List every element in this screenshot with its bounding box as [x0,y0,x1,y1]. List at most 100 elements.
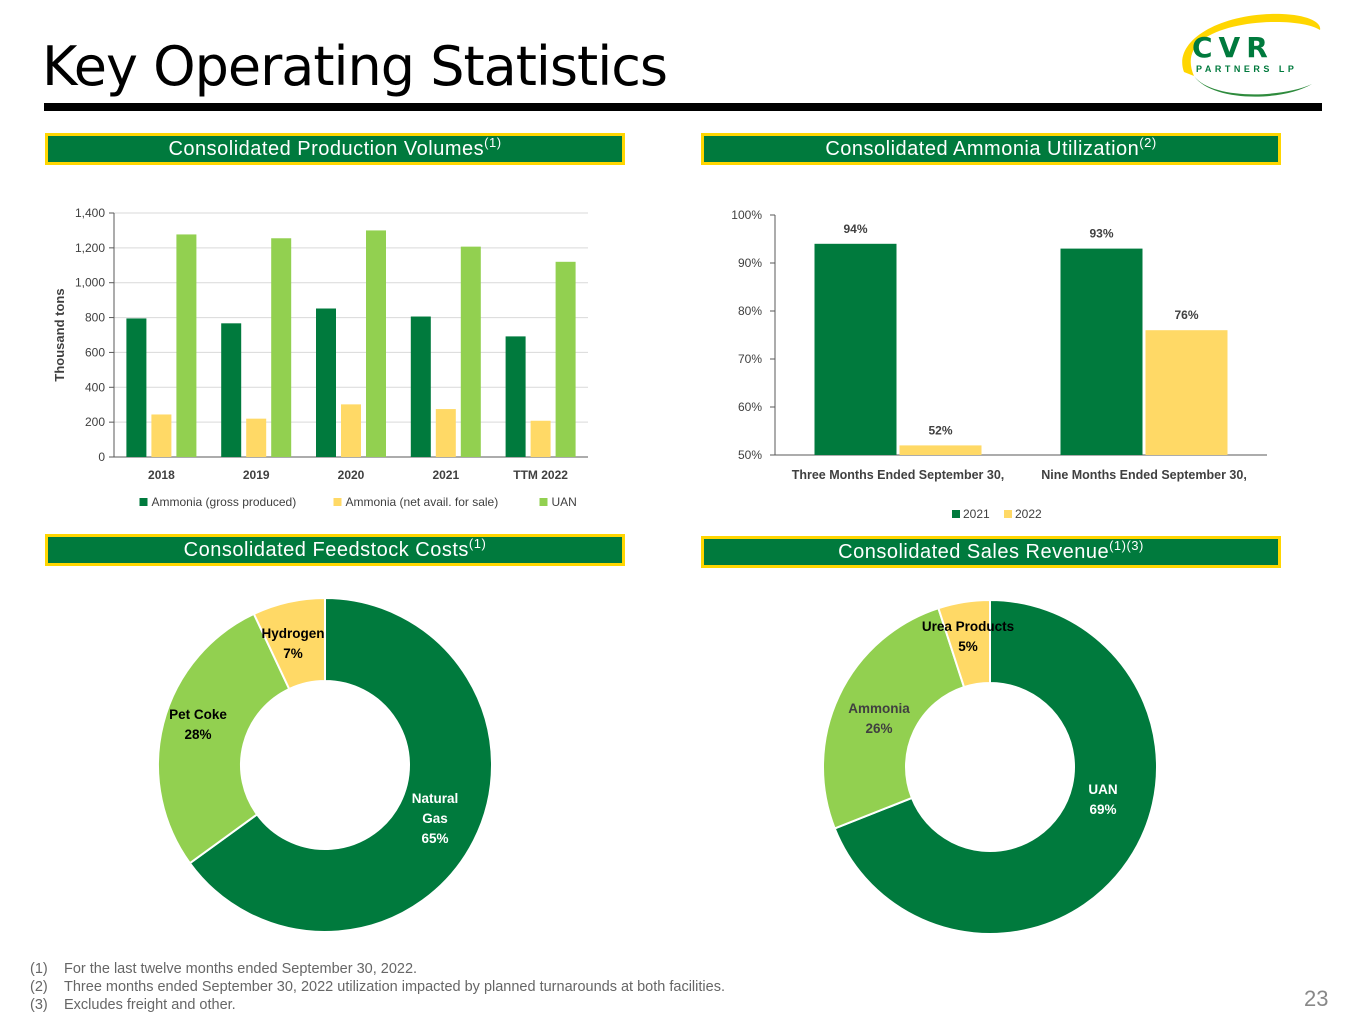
legend-swatch [139,498,148,506]
slice-label: Natural [412,791,459,806]
bar [505,336,526,457]
logo-name: CVR [1192,31,1274,64]
x-tick-label: 2021 [432,468,459,482]
slice-label: Pet Coke [169,707,227,722]
x-tick-label: TTM 2022 [513,468,568,482]
y-tick-label: 100% [731,208,762,222]
donut-slice [188,596,493,933]
utilization-panel-header: Consolidated Ammonia Utilization(2) [701,133,1281,165]
legend-label: 2022 [1015,507,1042,521]
y-tick-label: 1,200 [75,241,105,255]
footnote: (2) Three months ended September 30, 2022… [30,979,725,995]
x-tick-label: Three Months Ended September 30, [792,468,1005,482]
slice-label: Gas [422,811,448,826]
utilization-title: Consolidated Ammonia Utilization [825,138,1140,160]
slice-label: 69% [1089,802,1116,817]
bar [246,418,267,457]
y-tick-label: 0 [98,450,105,464]
title-divider [44,103,1322,111]
legend-label: Ammonia (net avail. for sale) [346,495,499,509]
y-tick-label: 600 [85,345,105,359]
y-tick-label: 1,400 [75,206,105,220]
revenue-sup: (1)(3) [1109,538,1144,553]
slice-label: 7% [283,646,303,661]
bar [410,316,431,457]
logo-sub: PARTNERS LP [1196,64,1297,74]
donut-slice [937,598,991,689]
page-number: 23 [1304,986,1329,1011]
slice-label: 28% [184,727,211,742]
footnotes: (1) For the last twelve months ended Sept… [30,960,725,1014]
slice-label: Urea Products [922,619,1014,634]
bar [366,230,386,457]
production-chart: 0 200 400 600 800 1,000 1,200 1,400 2018 2019 2020… [52,206,588,509]
company-logo: CVR PARTNERS LP [1182,13,1321,97]
legend-label: Ammonia (gross produced) [152,495,297,509]
y-tick-label: 80% [738,304,762,318]
data-label: 94% [843,222,867,236]
slice-label: 65% [421,831,448,846]
slice-label: Hydrogen [261,626,324,641]
bar [435,409,456,457]
bar [316,308,336,457]
legend-label: 2021 [963,507,990,521]
donut-slice [822,606,966,830]
y-tick-label: 60% [738,400,762,414]
donut-slice [157,612,291,865]
feedstock-panel-header: Consolidated Feedstock Costs(1) [45,534,625,566]
x-tick-label: 2018 [148,468,175,482]
legend-swatch [952,510,960,518]
bar [126,318,147,457]
footnote: (1) For the last twelve months ended Sept… [30,961,418,977]
feedstock-title: Consolidated Feedstock Costs [183,539,469,561]
slice-label: 5% [958,639,978,654]
revenue-title: Consolidated Sales Revenue [838,541,1110,563]
bar [899,445,982,455]
y-tick-label: 800 [85,311,105,325]
bar [176,234,197,457]
y-tick-label: 50% [738,448,762,462]
data-label: 93% [1089,227,1113,241]
y-tick-label: 90% [738,256,762,270]
x-tick-label: 2019 [243,468,270,482]
bar [460,246,481,457]
y-axis-label: Thousand tons [52,288,67,381]
bar [271,238,292,457]
bar [221,323,242,457]
production-sup: (1) [484,135,502,150]
donut-slice [833,598,1158,935]
x-tick-label: 2020 [338,468,365,482]
bar [341,404,361,457]
bar [814,243,897,455]
bar [151,414,172,457]
legend-swatch [1004,510,1012,518]
legend-swatch [539,498,548,506]
bar [530,420,551,457]
slice-label: UAN [1088,782,1117,797]
slice-label: Ammonia [848,701,910,716]
bar [1060,248,1143,455]
feedstock-chart: Natural Gas 65% Pet Coke 28% Hydrogen 7% [157,596,493,933]
utilization-chart: 50% 60% 70% 80% 90% 100% 94% 52% Three Months En… [731,208,1267,521]
legend-label: UAN [552,495,577,509]
data-label: 52% [928,423,952,437]
page-title: Key Operating Statistics [42,35,668,98]
data-label: 76% [1174,308,1198,322]
y-tick-label: 70% [738,352,762,366]
bar [555,261,576,457]
production-title: Consolidated Production Volumes [168,138,485,160]
revenue-chart: UAN 69% Ammonia 26% Urea Products 5% [822,598,1158,935]
utilization-sup: (2) [1139,135,1157,150]
bar [1145,330,1228,455]
x-tick-label: Nine Months Ended September 30, [1041,468,1247,482]
y-tick-label: 1,000 [75,276,105,290]
slice-label: 26% [865,721,892,736]
revenue-panel-header: Consolidated Sales Revenue(1)(3) [701,536,1281,568]
footnote: (3) Excludes freight and other. [30,997,236,1013]
feedstock-sup: (1) [468,536,487,551]
legend-swatch [333,498,342,506]
donut-slice [252,596,326,691]
y-tick-label: 200 [85,415,105,429]
y-tick-label: 400 [85,380,105,394]
production-panel-header: Consolidated Production Volumes(1) [45,133,625,165]
